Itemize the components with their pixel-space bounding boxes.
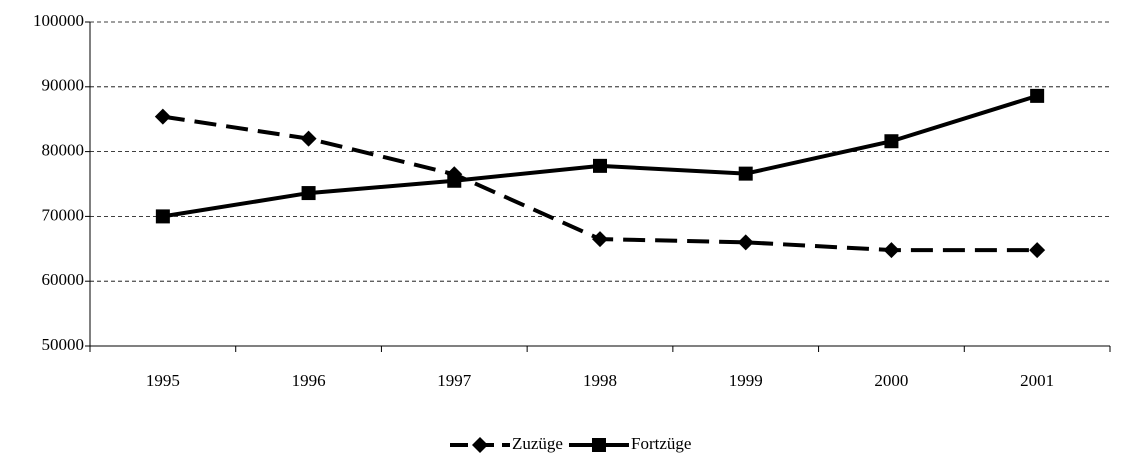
y-tick-label: 60000	[42, 270, 85, 289]
x-tick-label: 2000	[874, 371, 908, 390]
data-point	[738, 166, 753, 181]
x-tick-label: 1998	[583, 371, 617, 390]
y-tick-label: 50000	[42, 335, 85, 354]
y-tick-label: 70000	[42, 205, 85, 224]
data-point	[1030, 88, 1045, 103]
x-tick-label: 1999	[729, 371, 763, 390]
data-point	[592, 231, 608, 248]
data-point	[154, 108, 171, 125]
legend-label: Fortzüge	[631, 434, 691, 453]
data-point	[155, 209, 170, 224]
x-tick-label: 1996	[292, 371, 326, 390]
x-tick-label: 1995	[146, 371, 180, 390]
data-point	[593, 158, 607, 173]
x-tick-label: 1997	[437, 371, 472, 390]
data-point	[447, 173, 462, 188]
data-point	[301, 186, 316, 201]
legend-marker	[472, 437, 488, 453]
series-line	[162, 93, 1038, 219]
y-tick-label: 80000	[42, 141, 85, 160]
legend-label: Zuzüge	[512, 434, 563, 453]
legend-marker	[591, 438, 606, 452]
data-point	[737, 234, 754, 251]
data-point	[884, 134, 899, 149]
data-point	[883, 242, 900, 259]
x-tick-label: 2001	[1020, 371, 1054, 390]
y-tick-label: 90000	[42, 76, 85, 95]
data-point	[1029, 242, 1046, 259]
y-tick-label: 100000	[33, 11, 84, 30]
data-point	[300, 130, 317, 147]
